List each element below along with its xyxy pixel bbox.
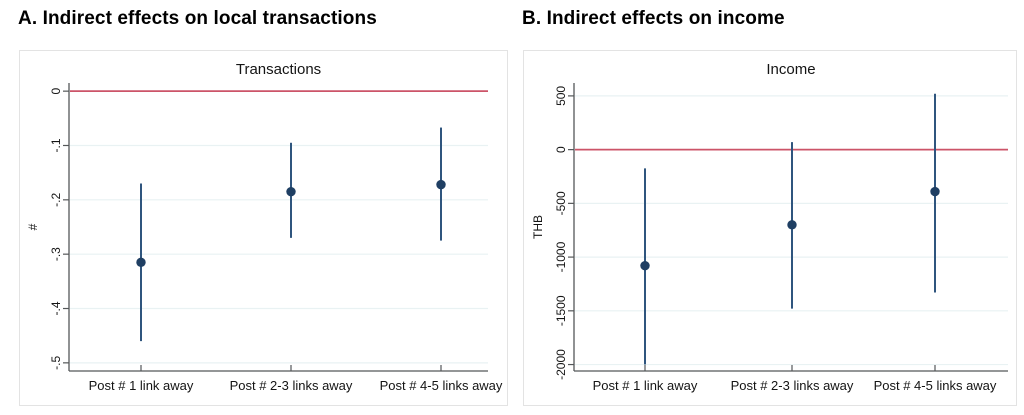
y-tick-label: -2000 xyxy=(554,349,568,380)
y-tick-label: 500 xyxy=(554,86,568,106)
y-tick-label: 0 xyxy=(554,146,568,153)
panel-b-heading: B. Indirect effects on income xyxy=(522,8,785,29)
y-tick-label: -.4 xyxy=(49,301,63,315)
x-category-label: Post # 1 link away xyxy=(593,378,698,393)
panel-a: A. Indirect effects on local transaction… xyxy=(18,8,510,406)
point-estimate-marker xyxy=(640,260,650,271)
point-estimate-marker xyxy=(436,179,446,190)
y-tick-label: -500 xyxy=(554,191,568,215)
y-tick-label: -.2 xyxy=(49,193,63,207)
x-category-label: Post # 1 link away xyxy=(89,378,194,393)
y-tick-label: -.3 xyxy=(49,247,63,261)
x-category-label: Post # 4-5 links away xyxy=(380,378,503,393)
y-tick-label: -1500 xyxy=(554,295,568,326)
y-axis-title: THB xyxy=(531,215,545,239)
panel-b: B. Indirect effects on income 500 0 -500 -1… xyxy=(522,8,1018,406)
income-coefficient-chart: 500 0 -500 -1000 -1500 -2000 Post # 1 link awa… xyxy=(531,61,1008,393)
point-estimate-marker xyxy=(286,186,296,197)
y-tick-label: -.1 xyxy=(49,138,63,152)
y-tick-label: -1000 xyxy=(554,241,568,272)
point-estimate-marker xyxy=(136,257,146,268)
transactions-coefficient-chart: 0 -.1 -.2 -.3 -.4 -.5 Post # 1 link away Post #… xyxy=(26,61,503,393)
x-category-label: Post # 2-3 links away xyxy=(731,378,854,393)
chart-title: Transactions xyxy=(236,61,321,78)
point-estimate-marker xyxy=(930,186,940,197)
x-category-label: Post # 2-3 links away xyxy=(230,378,353,393)
x-category-label: Post # 4-5 links away xyxy=(874,378,997,393)
y-tick-label: 0 xyxy=(49,87,63,94)
panel-a-heading: A. Indirect effects on local transaction… xyxy=(18,8,377,29)
point-estimate-marker xyxy=(787,220,797,230)
y-tick-label: -.5 xyxy=(49,356,63,370)
panel-b-graph-region: 500 0 -500 -1000 -1500 -2000 Post # 1 link awa… xyxy=(523,50,1017,406)
chart-title: Income xyxy=(766,61,815,78)
y-axis-title: # xyxy=(26,223,40,230)
panel-a-graph-region: 0 -.1 -.2 -.3 -.4 -.5 Post # 1 link away Post #… xyxy=(19,50,508,406)
